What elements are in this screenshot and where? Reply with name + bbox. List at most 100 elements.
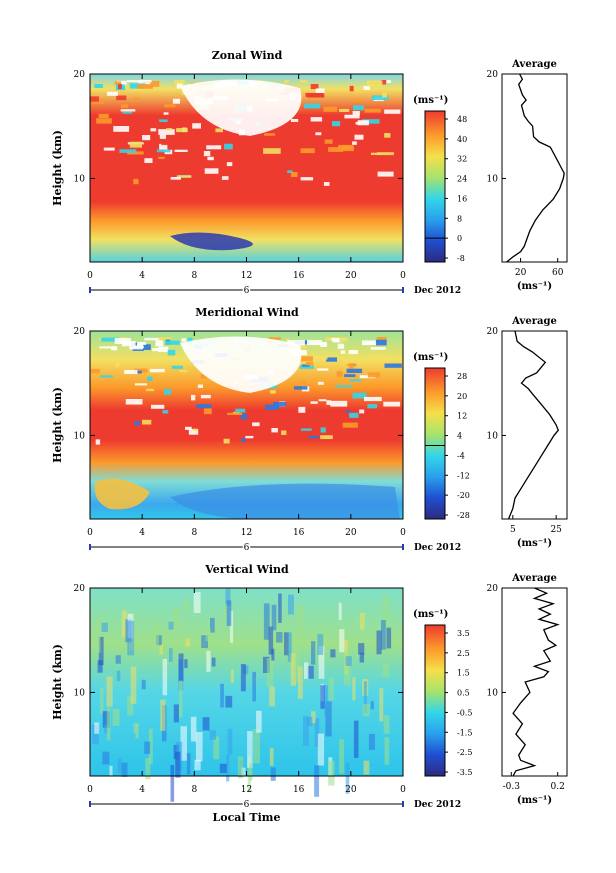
heatmap-cell: [188, 429, 199, 435]
heatmap-cell: [249, 763, 253, 781]
heatmap-cell: [172, 98, 181, 104]
heatmap-cell: [206, 650, 211, 672]
x-tick-label: 8: [191, 528, 197, 538]
profile-title: Average: [511, 573, 557, 584]
heatmap-cell: [159, 119, 168, 122]
heatmap-cell: [181, 338, 187, 342]
heatmap-cell: [138, 80, 152, 83]
y-tick-label: 10: [74, 174, 86, 184]
heatmap-cell: [103, 147, 115, 151]
heatmap-cell: [300, 148, 315, 154]
heatmap-cell: [106, 676, 113, 707]
heatmap-cell: [176, 85, 183, 89]
heatmap-cell: [168, 621, 174, 630]
colorbar-unit: (ms⁻¹): [413, 95, 448, 106]
colorbar-label: 24: [457, 175, 467, 184]
colorbar-label: -4: [457, 451, 465, 460]
profile-frame: [501, 330, 568, 520]
heatmap-cell: [295, 647, 300, 683]
heatmap-cell: [300, 80, 308, 83]
heatmap-cell: [247, 731, 253, 768]
heatmap-cell: [332, 340, 341, 343]
x-axis-label: Local Time: [213, 811, 281, 824]
heatmap-cell: [183, 598, 190, 613]
heatmap-cell: [114, 81, 122, 85]
heatmap-cell: [339, 629, 345, 653]
heatmap-cell: [132, 345, 144, 349]
heatmap-cell: [367, 404, 378, 409]
profile-x-tick-label: 20: [515, 268, 527, 278]
heatmap-cell: [273, 402, 287, 407]
heatmap-cell: [162, 410, 169, 414]
heatmap-cell: [126, 80, 142, 83]
heatmap-cell: [298, 406, 306, 413]
heatmap-cell: [102, 711, 110, 728]
heatmap-cell: [371, 95, 389, 101]
heatmap-cell: [375, 339, 387, 346]
heatmap-cell: [95, 439, 101, 445]
heatmap-cell: [339, 739, 345, 774]
heatmap-cell: [144, 337, 161, 341]
heatmap-cell: [268, 626, 274, 655]
heatmap-cell: [127, 151, 144, 155]
heatmap-cell: [290, 652, 296, 686]
colorbar-label: -8: [457, 254, 465, 263]
heatmap-cell: [271, 648, 275, 661]
heatmap-cell: [332, 121, 341, 127]
heatmap-cell: [364, 108, 381, 113]
heatmap-cell: [335, 385, 353, 388]
heatmap-cell: [149, 117, 158, 120]
heatmap-cell: [346, 368, 363, 373]
heatmap-cell: [263, 603, 270, 640]
x-tick-label: 20: [345, 271, 357, 281]
heatmap-cell: [173, 704, 179, 723]
heatmap-cell: [300, 381, 306, 385]
heatmap-cell: [318, 399, 327, 402]
heatmap-cell: [376, 337, 387, 342]
heatmap-cell: [284, 80, 289, 83]
heatmap-cell: [300, 177, 314, 181]
heatmap-cell: [347, 364, 357, 367]
heatmap-cell: [271, 428, 278, 433]
heatmap-cell: [358, 643, 365, 655]
heatmap-cell: [362, 703, 370, 717]
heatmap-cell: [158, 346, 169, 353]
heatmap-cell: [300, 428, 312, 431]
heatmap-cell: [155, 340, 164, 347]
heatmap-cell: [384, 133, 391, 138]
heatmap-cell: [230, 610, 234, 643]
heatmap-cell: [303, 716, 309, 746]
y-tick-label: 10: [74, 431, 86, 441]
heatmap-cell: [352, 111, 360, 116]
heatmap-cell: [170, 124, 175, 128]
heatmap-cell: [115, 655, 121, 664]
profile-y-tick-label: 20: [487, 584, 499, 594]
heatmap-cell: [349, 379, 362, 382]
heatmap-cell: [331, 338, 346, 341]
profile-y-tick-label: 10: [487, 688, 499, 698]
heatmap-cell: [252, 422, 260, 427]
x-tick-label: 20: [345, 528, 357, 538]
y-tick-label: 20: [74, 327, 86, 337]
colorbar-label: 0: [457, 234, 462, 243]
heatmap-cell: [170, 765, 175, 802]
heatmap-cell: [381, 620, 386, 650]
heatmap-cell: [386, 627, 392, 649]
heatmap-cell: [291, 172, 298, 177]
heatmap-cell: [324, 139, 333, 144]
heatmap-cell: [174, 80, 185, 85]
heatmap-cell: [245, 435, 254, 439]
colorbar-unit: (ms⁻¹): [413, 609, 448, 620]
heatmap-cell: [109, 765, 113, 782]
heatmap-cell: [361, 119, 380, 124]
heatmap-cell: [304, 662, 309, 679]
heatmap-cell: [386, 80, 391, 83]
heatmap-cell: [371, 354, 386, 359]
heatmap-cell: [306, 362, 314, 366]
heatmap-cell: [201, 635, 208, 649]
heatmap-cell: [382, 594, 390, 627]
heatmap-cell: [256, 710, 262, 733]
heatmap-cell: [320, 427, 326, 433]
heatmap-cell: [359, 612, 365, 630]
heatmap-cell: [133, 178, 139, 185]
